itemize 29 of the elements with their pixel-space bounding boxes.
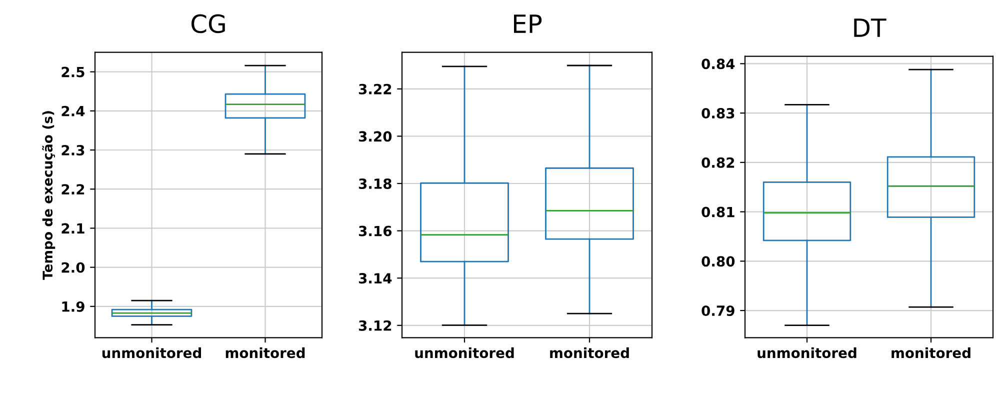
y-tick-label: 0.83 xyxy=(702,108,734,119)
x-tick-label: monitored xyxy=(226,347,305,358)
y-tick-label: 0.80 xyxy=(702,256,735,267)
y-tick-label: 3.16 xyxy=(358,226,392,236)
chart-title: CG xyxy=(191,14,225,34)
y-tick-label: 2.4 xyxy=(62,106,85,116)
chart-title: DT xyxy=(854,18,886,37)
y-tick-label: 0.84 xyxy=(702,58,735,70)
y-tick-label: 1.9 xyxy=(62,301,84,312)
y-tick-label: 0.81 xyxy=(702,206,734,218)
y-tick-label: 0.79 xyxy=(702,305,734,316)
x-tick-label: monitored xyxy=(550,347,629,358)
y-tick-label: 3.12 xyxy=(358,320,392,331)
y-tick-label: 0.82 xyxy=(702,157,734,168)
x-tick-label: monitored xyxy=(892,347,970,358)
y-tick-label: 3.18 xyxy=(358,178,392,189)
y-tick-label: 2.3 xyxy=(62,144,84,156)
x-tick-label: unmonitored xyxy=(758,347,856,358)
x-tick-label: unmonitored xyxy=(102,347,201,358)
y-tick-label: 2.5 xyxy=(62,66,84,78)
y-tick-label: 2.2 xyxy=(62,184,84,194)
y-tick-label: 3.14 xyxy=(358,273,392,284)
y-tick-label: 2.0 xyxy=(62,262,85,273)
y-axis-title: Tempo de execução (s) xyxy=(42,111,56,280)
y-tick-label: 2.1 xyxy=(62,223,84,234)
x-tick-label: unmonitored xyxy=(415,347,514,358)
y-tick-label: 3.20 xyxy=(358,131,392,142)
chart-title: EP xyxy=(514,14,542,33)
y-tick-label: 3.22 xyxy=(358,84,392,94)
